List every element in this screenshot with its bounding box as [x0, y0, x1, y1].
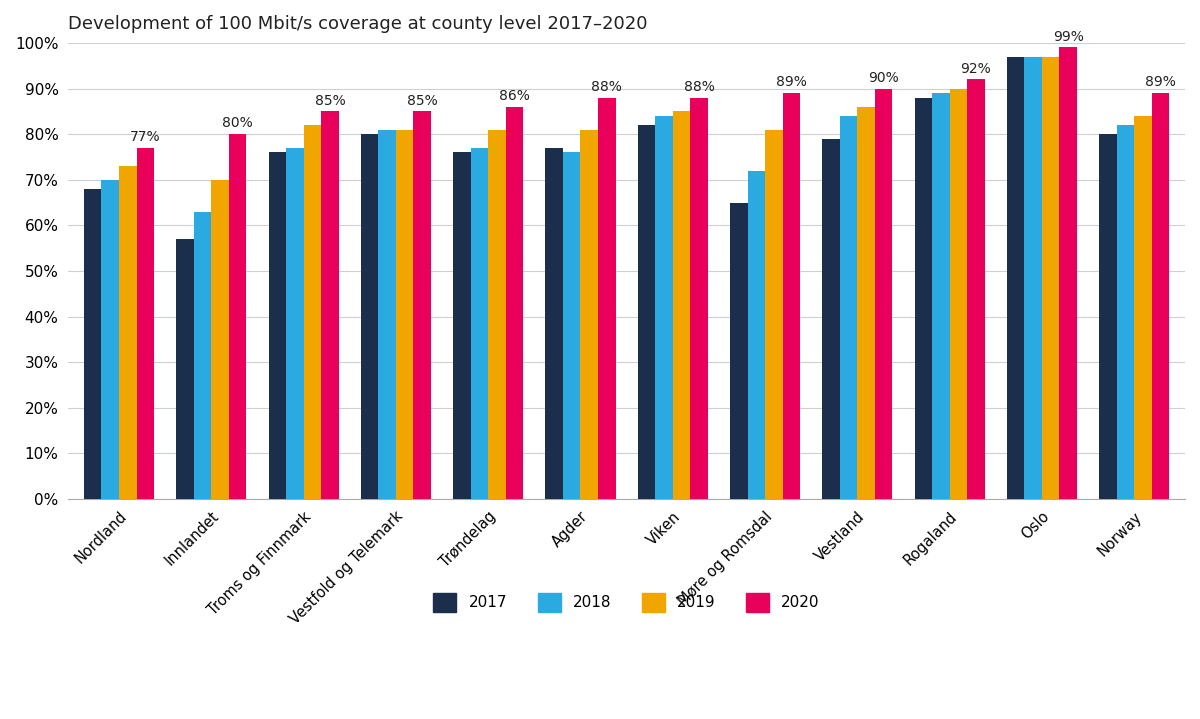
Bar	[598, 98, 616, 499]
Bar	[563, 152, 581, 499]
Bar	[1042, 57, 1060, 499]
Text: 88%: 88%	[684, 80, 714, 94]
Bar	[690, 98, 708, 499]
Bar	[286, 148, 304, 499]
Bar	[414, 111, 431, 499]
Text: 85%: 85%	[314, 93, 346, 108]
Bar	[1007, 57, 1025, 499]
Bar	[673, 111, 690, 499]
Bar	[914, 98, 932, 499]
Bar	[396, 129, 414, 499]
Bar	[304, 125, 322, 499]
Bar	[84, 189, 102, 499]
Bar	[637, 125, 655, 499]
Text: 90%: 90%	[869, 71, 899, 85]
Bar	[932, 93, 949, 499]
Text: 77%: 77%	[130, 130, 161, 145]
Bar	[766, 129, 782, 499]
Bar	[782, 93, 800, 499]
Bar	[748, 170, 766, 499]
Bar	[730, 203, 748, 499]
Bar	[322, 111, 338, 499]
Bar	[545, 148, 563, 499]
Bar	[655, 116, 673, 499]
Bar	[505, 106, 523, 499]
Bar	[137, 148, 154, 499]
Bar	[229, 134, 246, 499]
Text: 88%: 88%	[592, 80, 623, 94]
Bar	[269, 152, 286, 499]
Bar	[967, 79, 985, 499]
Bar	[470, 148, 488, 499]
Bar	[1025, 57, 1042, 499]
Text: 85%: 85%	[407, 93, 438, 108]
Bar	[840, 116, 857, 499]
Bar	[857, 106, 875, 499]
Bar	[1134, 116, 1152, 499]
Text: 99%: 99%	[1052, 29, 1084, 44]
Bar	[102, 180, 119, 499]
Bar	[822, 139, 840, 499]
Bar	[1060, 47, 1078, 499]
Bar	[211, 180, 229, 499]
Bar	[361, 134, 378, 499]
Text: Development of 100 Mbit/s coverage at county level 2017–2020: Development of 100 Mbit/s coverage at co…	[68, 15, 648, 33]
Bar	[949, 88, 967, 499]
Text: 80%: 80%	[222, 116, 253, 130]
Text: 86%: 86%	[499, 89, 530, 103]
Bar	[193, 211, 211, 499]
Text: 89%: 89%	[776, 75, 806, 89]
Bar	[378, 129, 396, 499]
Bar	[176, 239, 193, 499]
Text: 92%: 92%	[960, 62, 991, 75]
Bar	[1099, 134, 1117, 499]
Bar	[454, 152, 470, 499]
Text: 89%: 89%	[1145, 75, 1176, 89]
Legend: 2017, 2018, 2019, 2020: 2017, 2018, 2019, 2020	[426, 585, 828, 619]
Bar	[1152, 93, 1169, 499]
Bar	[581, 129, 598, 499]
Bar	[875, 88, 893, 499]
Bar	[488, 129, 505, 499]
Bar	[119, 166, 137, 499]
Bar	[1117, 125, 1134, 499]
